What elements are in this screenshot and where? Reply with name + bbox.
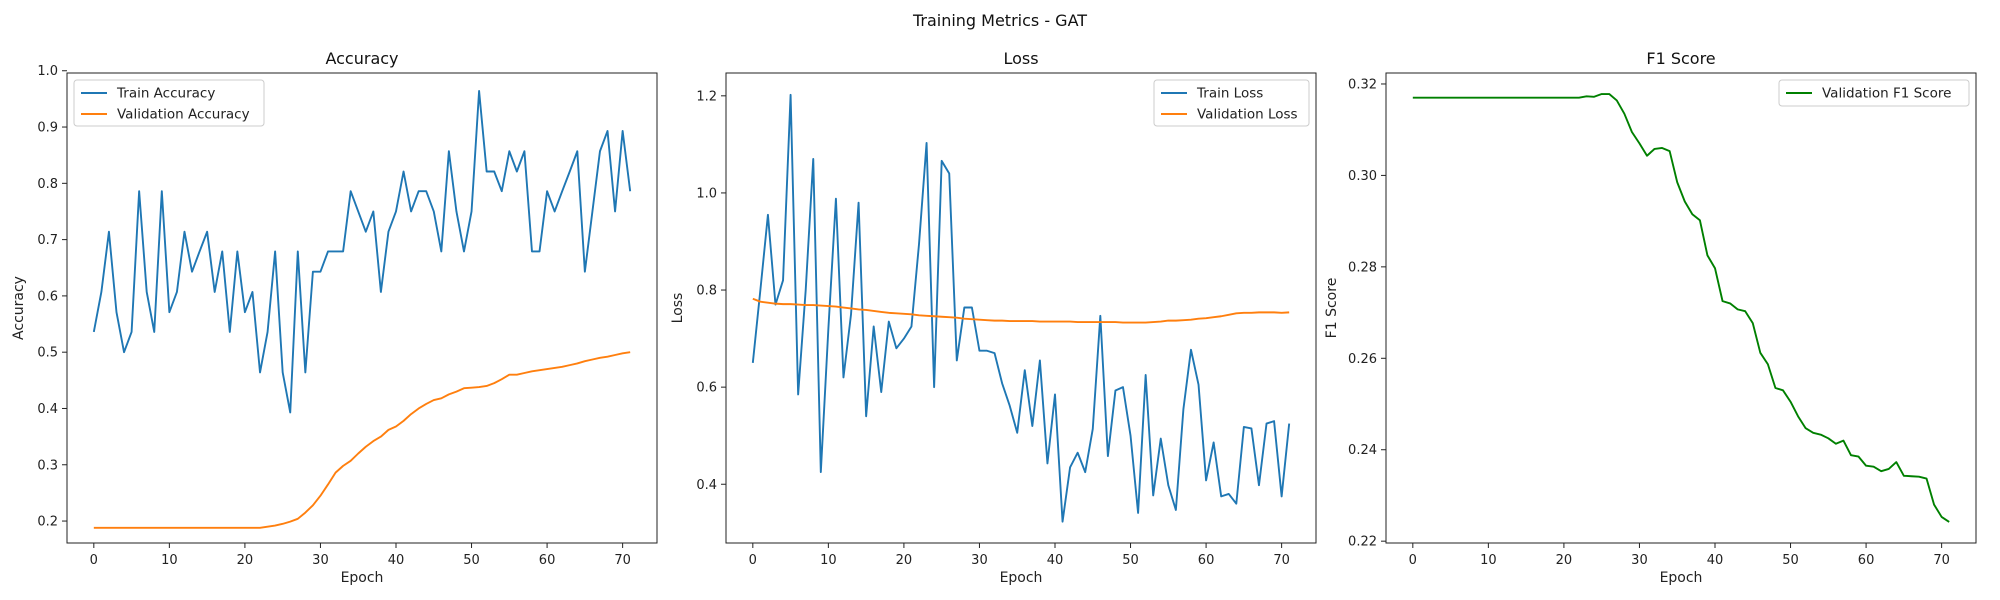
legend-label: Validation Accuracy bbox=[117, 107, 250, 123]
x-tick-label: 0 bbox=[90, 553, 98, 568]
x-tick-label: 50 bbox=[1782, 553, 1799, 568]
legend-label: Validation F1 Score bbox=[1822, 86, 1951, 102]
chart-panel-3: F1 Score 0 10 20 30 40 50 60 70 0.22 0.24 0.26 0.28 0… bbox=[1324, 49, 1977, 586]
chart-title: Accuracy bbox=[325, 49, 398, 68]
y-tick-label: 1.0 bbox=[696, 186, 717, 201]
x-tick-label: 30 bbox=[971, 553, 988, 568]
y-tick-label: 0.4 bbox=[696, 478, 717, 493]
legend: Validation F1 Score bbox=[1778, 79, 1970, 107]
x-tick-label: 10 bbox=[161, 553, 178, 568]
figure-title: Training Metrics - GAT bbox=[912, 11, 1087, 30]
x-tick-label: 60 bbox=[1198, 553, 1215, 568]
y-tick-label: 0.6 bbox=[696, 381, 717, 396]
x-tick-label: 40 bbox=[1047, 553, 1064, 568]
x-axis-label: Epoch bbox=[1660, 570, 1703, 586]
y-axis-label: F1 Score bbox=[1324, 278, 1340, 339]
x-tick-label: 40 bbox=[1707, 553, 1724, 568]
legend-frame bbox=[1778, 79, 1970, 107]
x-tick-label: 20 bbox=[1556, 553, 1573, 568]
chart-panel-2: Loss 0 10 20 30 40 50 60 70 0.4 0.6 0.8 1.0 1.2 Epoch L… bbox=[670, 49, 1317, 586]
x-tick-label: 60 bbox=[539, 553, 556, 568]
x-tick-label: 30 bbox=[1631, 553, 1648, 568]
x-tick-label: 0 bbox=[1409, 553, 1417, 568]
y-tick-label: 0.32 bbox=[1348, 77, 1377, 92]
chart-title: Loss bbox=[1003, 49, 1038, 68]
y-tick-label: 0.22 bbox=[1348, 535, 1377, 550]
series-line-validation-accuracy bbox=[93, 351, 631, 529]
plot-frame bbox=[66, 72, 658, 544]
y-tick-label: 0.2 bbox=[37, 515, 58, 530]
x-tick-label: 50 bbox=[1122, 553, 1139, 568]
x-tick-label: 60 bbox=[1858, 553, 1875, 568]
chart-title: F1 Score bbox=[1646, 49, 1715, 68]
y-tick-label: 0.3 bbox=[37, 458, 58, 473]
chart-panel-1: Accuracy 0 10 20 30 40 50 60 70 0.2 0.3 0.4 0.5 0.6 0.… bbox=[11, 49, 658, 586]
x-tick-label: 20 bbox=[237, 553, 254, 568]
y-tick-label: 1.0 bbox=[37, 64, 58, 79]
y-tick-label: 0.26 bbox=[1348, 352, 1377, 367]
y-tick-label: 0.28 bbox=[1348, 260, 1377, 275]
legend: Train Loss Validation Loss bbox=[1153, 79, 1310, 127]
series-line-validation-loss bbox=[752, 297, 1290, 324]
y-tick-label: 0.8 bbox=[37, 177, 58, 192]
x-tick-label: 40 bbox=[388, 553, 405, 568]
x-tick-label: 30 bbox=[312, 553, 329, 568]
y-axis-label: Loss bbox=[670, 293, 686, 324]
x-tick-label: 70 bbox=[614, 553, 631, 568]
y-axis-label: Accuracy bbox=[11, 276, 27, 340]
y-tick-label: 0.9 bbox=[37, 121, 58, 136]
series-line-train-accuracy bbox=[92, 90, 632, 414]
y-tick-label: 1.2 bbox=[696, 89, 717, 104]
legend-frame bbox=[1153, 79, 1310, 127]
y-tick-label: 0.7 bbox=[37, 233, 58, 248]
plot-frame bbox=[725, 72, 1317, 544]
legend-label: Validation Loss bbox=[1197, 107, 1298, 123]
legend-frame bbox=[73, 79, 265, 127]
x-tick-label: 70 bbox=[1273, 553, 1290, 568]
y-tick-label: 0.8 bbox=[696, 284, 717, 299]
y-tick-label: 0.4 bbox=[37, 402, 58, 417]
y-tick-label: 0.30 bbox=[1348, 169, 1377, 184]
y-tick-label: 0.5 bbox=[37, 346, 58, 361]
x-tick-label: 10 bbox=[1480, 553, 1497, 568]
x-tick-label: 70 bbox=[1933, 553, 1950, 568]
plot-frame bbox=[1385, 72, 1977, 544]
x-tick-label: 10 bbox=[820, 553, 837, 568]
series-line-train-loss bbox=[751, 93, 1291, 523]
legend-label: Train Accuracy bbox=[116, 86, 215, 102]
legend-label: Train Loss bbox=[1196, 86, 1263, 102]
y-tick-label: 0.6 bbox=[37, 289, 58, 304]
x-axis-label: Epoch bbox=[341, 570, 384, 586]
x-tick-label: 50 bbox=[463, 553, 480, 568]
chart-panels: Accuracy 0 10 20 30 40 50 60 70 0.2 0.3 0.4 0.5 0.6 0.… bbox=[11, 49, 1977, 586]
x-tick-label: 0 bbox=[749, 553, 757, 568]
y-tick-label: 0.24 bbox=[1348, 443, 1377, 458]
x-axis-label: Epoch bbox=[1000, 570, 1043, 586]
x-tick-label: 20 bbox=[896, 553, 913, 568]
legend: Train Accuracy Validation Accuracy bbox=[73, 79, 265, 127]
series-line-validation-f1-score bbox=[1412, 93, 1950, 523]
